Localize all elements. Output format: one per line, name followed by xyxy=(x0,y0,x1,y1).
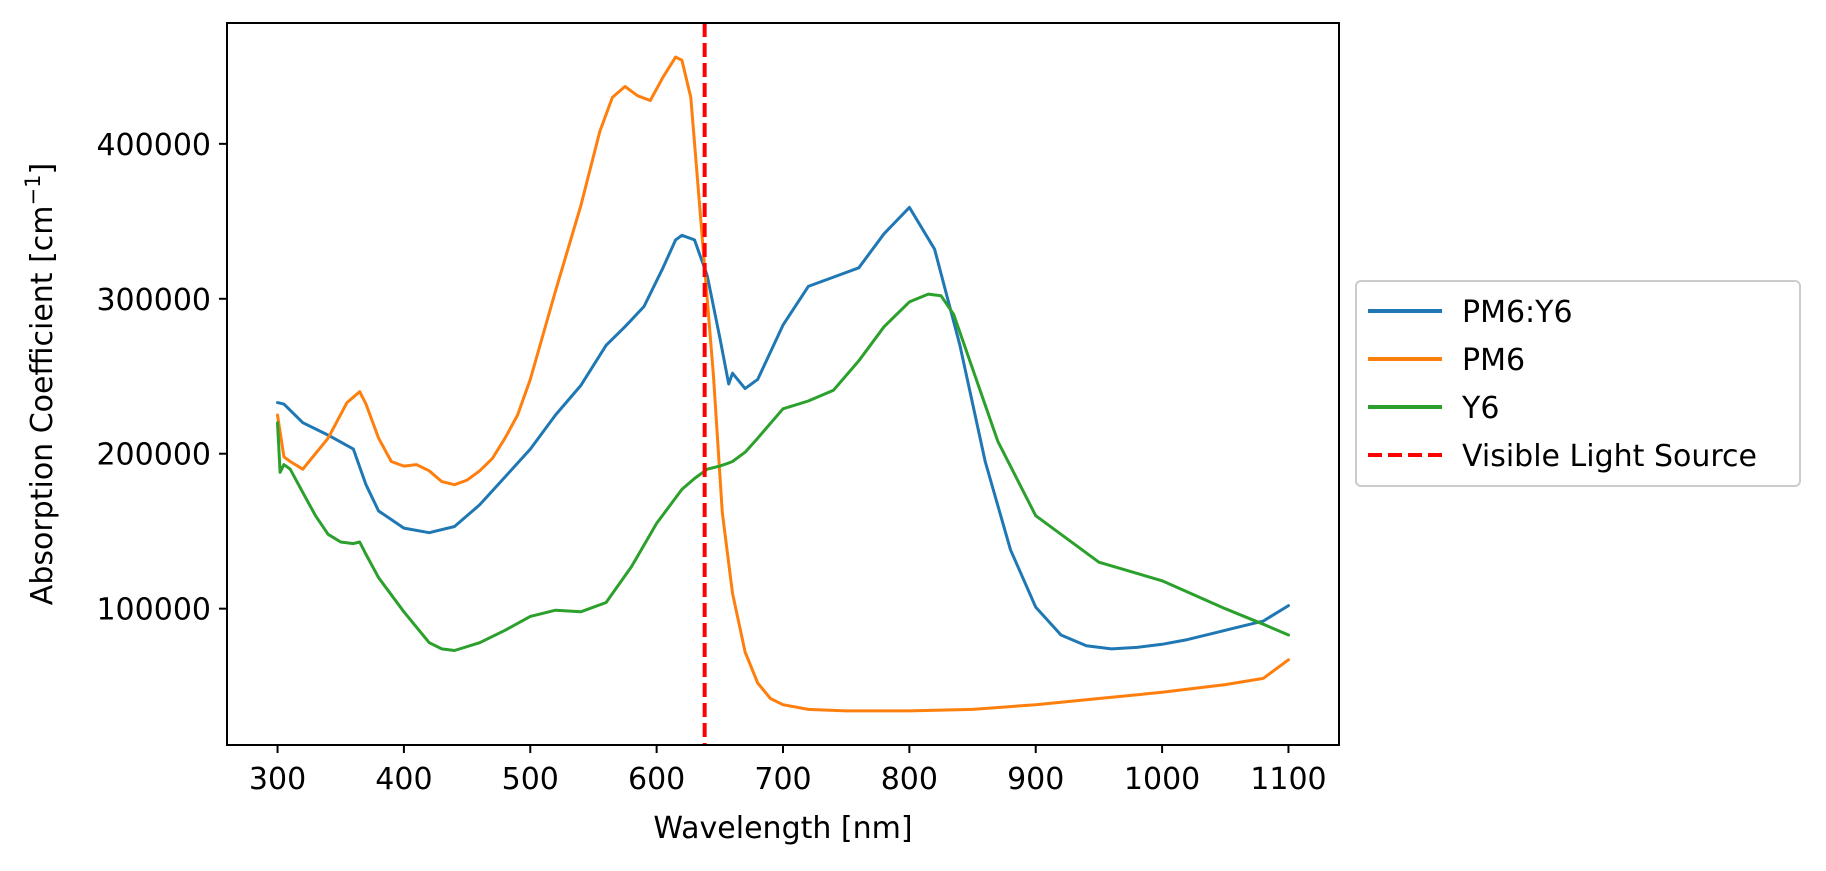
legend-label: Visible Light Source xyxy=(1462,439,1757,474)
x-axis-label: Wavelength [nm] xyxy=(653,811,912,846)
y-axis: 100000 200000 300000 400000 xyxy=(96,128,227,628)
legend-label: PM6:Y6 xyxy=(1462,295,1573,330)
x-tick-label: 300 xyxy=(249,762,306,797)
x-tick-label: 900 xyxy=(1007,762,1064,797)
legend: PM6:Y6 PM6 Y6 Visible Light Source xyxy=(1355,280,1801,487)
x-tick-label: 400 xyxy=(375,762,432,797)
series-line-y6 xyxy=(276,292,1290,652)
lines-layer xyxy=(276,23,1290,745)
x-tick-label: 700 xyxy=(754,762,811,797)
y-axis-label-main: Absorption Coefficient [cm xyxy=(25,205,60,605)
y-axis-label-end: ] xyxy=(25,163,60,175)
x-tick-label: 600 xyxy=(628,762,685,797)
y-tick-label: 200000 xyxy=(96,438,211,473)
x-tick-label: 800 xyxy=(881,762,938,797)
legend-label: PM6 xyxy=(1462,343,1525,378)
y-axis-label-superscript: −1 xyxy=(21,175,45,206)
plot-frame xyxy=(226,22,1340,746)
series-line-pm6 xyxy=(276,55,1290,713)
legend-items: PM6:Y6 PM6 Y6 Visible Light Source xyxy=(1368,295,1757,474)
x-tick-label: 1100 xyxy=(1250,762,1326,797)
series-line-pm6-y6 xyxy=(276,205,1290,651)
legend-label: Y6 xyxy=(1461,391,1499,426)
y-tick-label: 100000 xyxy=(96,593,211,628)
x-tick-label: 500 xyxy=(502,762,559,797)
y-tick-label: 400000 xyxy=(96,128,211,163)
y-tick-label: 300000 xyxy=(96,283,211,318)
y-axis-label: Absorption Coefficient [cm−1] xyxy=(21,163,60,605)
x-tick-label: 1000 xyxy=(1124,762,1200,797)
x-axis: 300 400 500 600 700 800 900 1000 1100 xyxy=(249,745,1327,797)
legend-box xyxy=(1355,280,1801,487)
